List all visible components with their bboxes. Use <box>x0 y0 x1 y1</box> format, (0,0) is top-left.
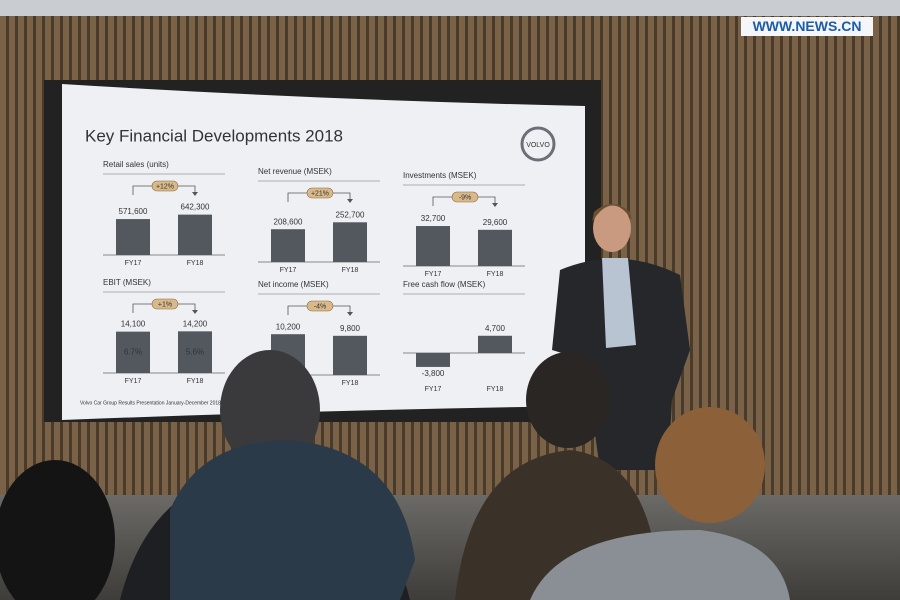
bar <box>116 219 150 255</box>
margin-label: 6.7% <box>124 347 142 356</box>
logo: VOLVO <box>526 142 550 149</box>
chart-title: Net revenue (MSEK) <box>258 167 332 176</box>
x-tick-label: FY18 <box>487 271 504 278</box>
bar <box>178 331 212 373</box>
change-arrow <box>192 310 198 314</box>
change-label: -4% <box>314 303 326 310</box>
watermark: WWW.NEWS.CN <box>741 17 873 36</box>
x-tick-label: FY17 <box>280 267 297 274</box>
change-arrow <box>492 203 498 207</box>
chart-title: Investments (MSEK) <box>403 171 477 180</box>
audience-body <box>530 530 790 600</box>
change-pill <box>151 180 179 192</box>
logo-ring <box>520 126 556 162</box>
x-tick-label: FY17 <box>125 260 142 267</box>
bar <box>333 222 367 262</box>
margin-label: 5.6% <box>186 347 204 356</box>
value-label: 10,200 <box>276 322 301 331</box>
change-pill <box>306 300 334 312</box>
x-tick-label: FY17 <box>425 386 442 393</box>
bar <box>478 229 512 266</box>
change-label: +21% <box>311 190 329 197</box>
audience-head <box>526 352 610 448</box>
change-arrow <box>192 192 198 196</box>
change-pill <box>151 298 179 310</box>
chart-title: EBIT (MSEK) <box>103 278 151 287</box>
change-arrow <box>347 199 353 203</box>
chart-title: Net income (MSEK) <box>258 280 329 289</box>
value-label: 252,700 <box>336 210 365 219</box>
bar <box>416 353 450 367</box>
x-tick-label: FY17 <box>125 378 142 385</box>
ceiling <box>0 0 900 16</box>
value-label: 9,800 <box>340 324 361 333</box>
x-tick-label: FY18 <box>487 386 504 393</box>
speaker-body <box>552 258 690 470</box>
change-label: -9% <box>459 194 471 201</box>
change-pill <box>306 187 334 199</box>
x-tick-label: FY17 <box>425 271 442 278</box>
change-pill <box>451 191 479 203</box>
audience-body <box>170 440 415 600</box>
bar <box>178 214 212 255</box>
bar <box>271 229 305 262</box>
bar <box>116 331 150 373</box>
speaker-head <box>593 204 631 252</box>
value-label: 571,600 <box>119 207 148 216</box>
value-label: 29,600 <box>483 218 508 227</box>
value-label: 32,700 <box>421 214 446 223</box>
chart-title: Free cash flow (MSEK) <box>403 280 486 289</box>
audience-head <box>655 407 765 523</box>
value-label: 642,300 <box>181 203 210 212</box>
speaker-hair <box>592 204 632 222</box>
change-label: +12% <box>156 183 174 190</box>
value-label: 208,600 <box>274 217 303 226</box>
x-tick-label: FY18 <box>187 378 204 385</box>
speaker-shirt <box>602 258 636 348</box>
bar <box>416 226 450 266</box>
value-label: -3,800 <box>422 369 445 378</box>
slide-title: Key Financial Developments 2018 <box>85 126 343 145</box>
change-label: +1% <box>158 301 172 308</box>
value-label: 14,100 <box>121 320 146 329</box>
change-arrow <box>347 312 353 316</box>
bar <box>333 335 367 375</box>
audience-head <box>220 350 320 470</box>
x-tick-label: FY18 <box>187 260 204 267</box>
x-tick-label: FY18 <box>342 380 359 387</box>
bar <box>478 335 512 353</box>
x-tick-label: FY18 <box>342 267 359 274</box>
slide-footer: Volvo Car Group Results Presentation Jan… <box>80 400 221 406</box>
value-label: 14,200 <box>183 319 208 328</box>
audience-head <box>0 460 115 600</box>
value-label: 4,700 <box>485 324 506 333</box>
chart-title: Retail sales (units) <box>103 160 169 169</box>
